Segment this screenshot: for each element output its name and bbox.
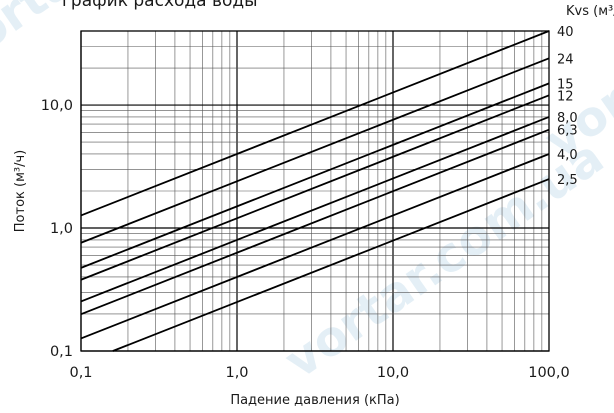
y-tick-label: 1,0 [50, 221, 73, 237]
x-tick-label: 1,0 [225, 365, 248, 381]
x-axis-title: Падение давления (кПа) [230, 393, 399, 408]
x-tick-label: 10,0 [377, 365, 409, 381]
series-line-15 [80, 82, 550, 269]
series-label-6-3: 6,3 [557, 124, 578, 139]
x-tick-label: 100,0 [528, 365, 570, 381]
series-line-8-0 [80, 116, 550, 303]
y-tick-label: 10,0 [41, 98, 73, 114]
series-label-40: 40 [557, 25, 574, 40]
series-line-12 [80, 94, 550, 281]
series-line-6-3 [80, 128, 550, 316]
y-tick-label: 0,1 [50, 344, 73, 360]
series-line-24 [80, 57, 550, 244]
series-line-2-5 [112, 178, 550, 352]
chart-grid [80, 30, 550, 352]
series-label-4-0: 4,0 [557, 148, 578, 163]
x-tick-label: 0,1 [69, 365, 92, 381]
series-line-4-0 [80, 153, 550, 340]
series-label-15: 15 [557, 77, 574, 92]
series-label-24: 24 [557, 52, 574, 67]
series-line-40 [80, 30, 550, 217]
series-label-2-5: 2,5 [557, 173, 578, 188]
series-label-12: 12 [557, 89, 574, 104]
chart-series [80, 30, 550, 352]
y-axis-title: Поток (м³/ч) [13, 150, 28, 232]
plot-frame [80, 30, 550, 352]
header-fragment: график расхода воды [62, 0, 258, 11]
legend-title: Kvs (м³/ч) [566, 4, 614, 19]
series-label-8-0: 8,0 [557, 111, 578, 126]
